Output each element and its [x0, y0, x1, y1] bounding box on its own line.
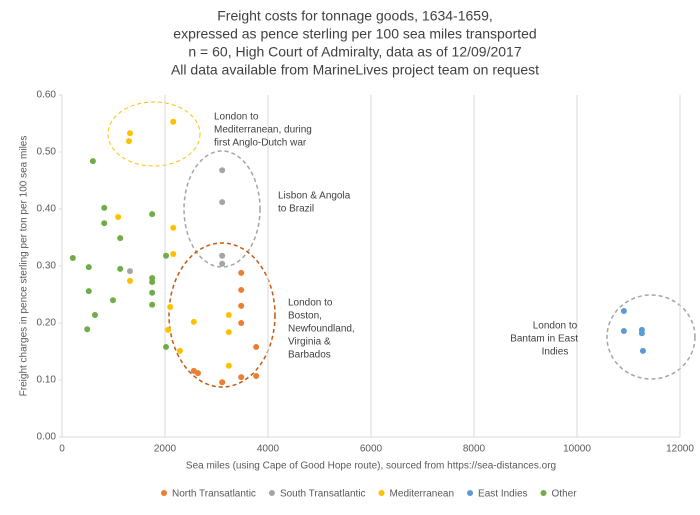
- y-tick-label: 0.60: [37, 90, 57, 101]
- point: [219, 252, 226, 259]
- point: [176, 347, 183, 354]
- annotation: Newfoundland,: [288, 324, 355, 335]
- point: [639, 347, 646, 354]
- point: [85, 288, 92, 295]
- point: [219, 260, 226, 267]
- point: [190, 318, 197, 325]
- legend-label: Other: [552, 489, 578, 500]
- highlight-ellipse: [168, 242, 276, 388]
- chart-title: n = 60, High Court of Admiralty, data as…: [188, 44, 521, 60]
- legend-label: Mediterranean: [390, 489, 454, 500]
- y-tick-label: 0.00: [37, 432, 57, 443]
- point: [126, 130, 133, 137]
- point: [170, 118, 177, 125]
- point: [225, 312, 232, 319]
- y-tick-label: 0.10: [37, 375, 57, 386]
- point: [149, 301, 156, 308]
- legend-marker: [268, 490, 275, 496]
- annotation: Indies: [542, 347, 569, 358]
- x-tick-label: 10000: [563, 444, 591, 455]
- point: [115, 213, 122, 220]
- annotation: London to: [288, 298, 333, 309]
- x-tick-label: 2000: [154, 444, 177, 455]
- point: [69, 255, 76, 262]
- y-tick-label: 0.50: [37, 147, 57, 158]
- highlight-ellipse: [183, 150, 261, 268]
- point: [194, 370, 201, 377]
- point: [620, 308, 627, 315]
- point: [109, 297, 116, 304]
- y-axis-label: Freight charges in pence sterling per to…: [19, 136, 30, 397]
- point: [225, 329, 232, 336]
- point: [149, 289, 156, 296]
- chart-title: expressed as pence sterling per 100 sea …: [173, 26, 536, 42]
- annotation: Barbados: [288, 350, 331, 361]
- point: [84, 326, 91, 333]
- point: [149, 278, 156, 285]
- point: [238, 320, 245, 326]
- point: [638, 330, 645, 337]
- point: [238, 286, 245, 293]
- x-axis-label: Sea miles (using Cape of Good Hope route…: [186, 461, 556, 472]
- legend-label: North Transatlantic: [172, 489, 256, 500]
- point: [219, 167, 226, 174]
- point: [117, 235, 124, 242]
- y-tick-label: 0.40: [37, 204, 57, 215]
- point: [165, 326, 172, 333]
- point: [85, 264, 92, 271]
- point: [253, 373, 260, 380]
- point: [238, 302, 245, 309]
- legend-marker: [540, 490, 547, 496]
- point: [163, 252, 170, 259]
- annotation: first Anglo-Dutch war: [214, 138, 307, 149]
- point: [620, 327, 627, 334]
- chart-title: Freight costs for tonnage goods, 1634-16…: [217, 8, 493, 24]
- x-tick-label: 4000: [257, 444, 280, 455]
- point: [219, 379, 226, 386]
- point: [125, 138, 132, 145]
- point: [219, 199, 226, 206]
- legend-marker: [161, 490, 167, 496]
- annotation: Lisbon & Angola: [278, 191, 351, 202]
- point: [91, 312, 98, 319]
- point: [126, 268, 133, 275]
- annotation: London to: [214, 112, 259, 123]
- point: [163, 343, 170, 350]
- point: [149, 211, 156, 218]
- legend-label: South Transatlantic: [280, 489, 366, 500]
- annotation: Boston,: [288, 311, 322, 322]
- annotation: Mediterranean, during: [214, 125, 312, 136]
- annotation: Virginia &: [288, 337, 331, 348]
- point: [253, 343, 260, 350]
- x-tick-label: 12000: [666, 444, 694, 455]
- x-tick-label: 6000: [360, 444, 383, 455]
- y-tick-label: 0.20: [37, 318, 57, 329]
- highlight-ellipse: [606, 294, 696, 380]
- point: [167, 304, 174, 311]
- point: [225, 362, 232, 369]
- legend-marker: [467, 490, 474, 496]
- point: [238, 269, 245, 276]
- point: [170, 251, 177, 258]
- y-tick-label: 0.30: [37, 261, 57, 272]
- x-tick-label: 8000: [463, 444, 486, 455]
- point: [101, 204, 108, 211]
- point: [238, 374, 245, 381]
- x-tick-label: 0: [59, 444, 65, 455]
- chart-title: All data available from MarineLives proj…: [171, 62, 539, 78]
- annotation: London to: [533, 321, 578, 332]
- annotation: Bantam in East: [510, 334, 578, 345]
- legend-marker: [378, 490, 385, 496]
- annotation: to Brazil: [278, 204, 314, 215]
- point: [89, 158, 96, 165]
- point: [126, 277, 133, 284]
- point: [117, 265, 124, 272]
- highlight-ellipse: [107, 101, 201, 167]
- point: [170, 224, 177, 231]
- point: [101, 220, 108, 227]
- legend-label: East Indies: [478, 489, 527, 500]
